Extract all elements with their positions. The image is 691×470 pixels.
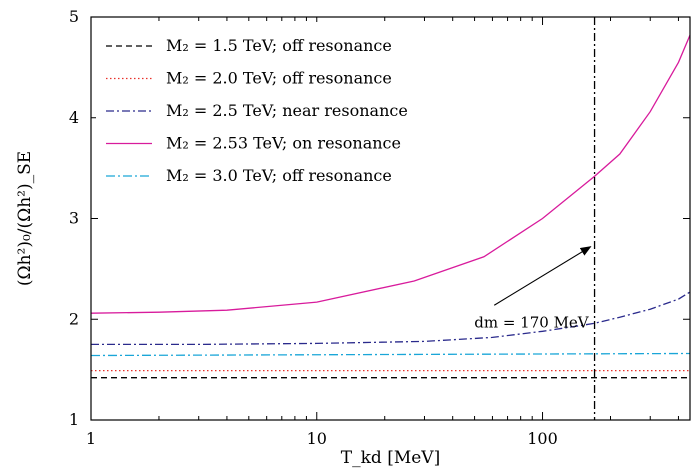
series-line-3 [91,291,691,346]
annotation-arrow [493,246,592,306]
legend-label: M₂ = 2.53 TeV; on resonance [166,134,401,153]
x-axis-label: T_kd [MeV] [341,448,440,468]
legend-label: M₂ = 3.0 TeV; off resonance [166,166,392,185]
y-tick-label: 4 [69,108,79,127]
plot-frame [90,16,691,421]
x-tick-label: 100 [527,429,558,448]
legend-background [96,22,476,202]
y-tick-label: 5 [69,7,79,26]
legend-label: M₂ = 2.0 TeV; off resonance [166,69,392,88]
legend-label: M₂ = 1.5 TeV; off resonance [166,36,392,55]
x-tick-label: 10 [307,429,327,448]
y-axis-label: (Ωh²)₀/(Ωh²)_SE [15,151,35,286]
legend: M₂ = 1.5 TeV; off resonance M₂ = 2.0 TeV;… [96,22,476,202]
annotation-label: dm = 170 MeV [474,313,590,331]
series-line-4 [90,34,691,314]
series-line-5 [90,352,691,357]
annotation: dm = 170 MeV [474,17,596,420]
y-tick-label: 2 [69,309,79,328]
y-tick-label: 1 [69,410,79,429]
y-tick-label: 3 [69,209,79,228]
series-layer [90,34,691,379]
x-tick-label: 1 [86,429,96,448]
legend-label: M₂ = 2.5 TeV; near resonance [166,101,408,120]
